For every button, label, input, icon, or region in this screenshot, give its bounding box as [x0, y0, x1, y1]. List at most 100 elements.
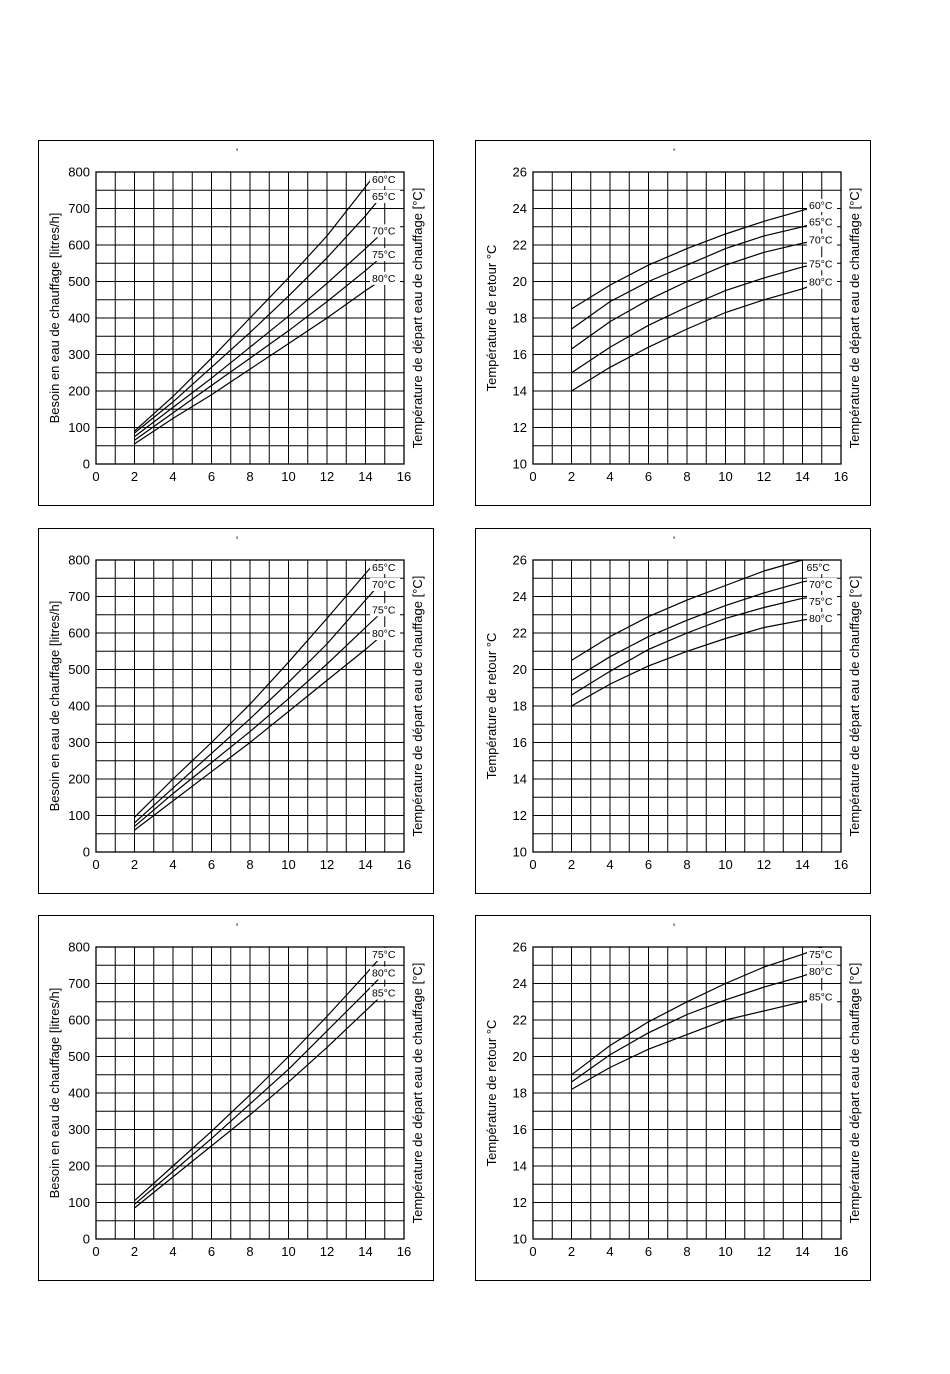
series-label-2: 65°C	[372, 191, 396, 203]
y-tick-label: 10	[513, 457, 527, 472]
x-tick-label: 16	[397, 469, 411, 484]
y-axis-label: Température de retour °C	[484, 1020, 499, 1167]
y-tick-label: 600	[68, 1013, 90, 1028]
series-line-3	[571, 238, 822, 350]
y-tick-label: 18	[513, 1086, 527, 1101]
series-label-bg	[804, 561, 835, 574]
x-tick-label: 2	[131, 1244, 138, 1259]
series-group	[571, 204, 823, 392]
y2-axis-label: Température de départ eau de chauffage […	[410, 188, 425, 449]
x-tick-label: 2	[131, 469, 138, 484]
y-tick-label: 500	[68, 662, 90, 677]
y2-axis-label: Température de départ eau de chauffage […	[847, 963, 862, 1224]
series-label-bg	[807, 612, 837, 625]
series-label-2: 70°C	[372, 579, 396, 591]
series-label-3: 70°C	[372, 225, 396, 237]
y-tick-label: 700	[68, 201, 90, 216]
y-tick-label: 26	[513, 940, 527, 955]
y-tick-label: 400	[68, 1086, 90, 1101]
y-tick-label: 16	[513, 347, 527, 362]
y-tick-label: 14	[513, 772, 527, 787]
y-tick-label: 24	[513, 201, 527, 216]
chart-svg-4: '0 2 4 6 8 10 12 14 16101214161820222426Températ…	[484, 535, 862, 872]
y-tick-label: 400	[68, 699, 90, 714]
y-tick-label: 100	[68, 1195, 90, 1210]
series-line-2	[134, 577, 386, 824]
grid	[95, 559, 405, 853]
series-label-3: 75°C	[809, 596, 833, 608]
chart-svg-2: '0 2 4 6 8 10 12 14 16101214161820222426Températ…	[484, 147, 862, 484]
x-tick-label: 0	[92, 469, 99, 484]
y-tick-label: 200	[68, 384, 90, 399]
y-tick-label: 300	[68, 1122, 90, 1137]
y-tick-label: 26	[513, 553, 527, 568]
y-tick-label: 26	[513, 165, 527, 180]
series-label-bg	[807, 578, 837, 591]
x-tick-label: 0	[529, 857, 536, 872]
series-label-bg	[807, 595, 837, 608]
y2-axis-label: Température de départ eau de chauffage […	[847, 576, 862, 837]
chart-panel-1: ' 0 2 4 6 8 10 12 14 16 0 100 200 300 400 500 600 700 800 B…	[38, 140, 434, 506]
x-tick-label: 4	[169, 469, 176, 484]
chart-svg-5: ' 0 2 4 6 8 10 12 14 16 0 100 200 300 400 500 600 700 800 B…	[47, 922, 425, 1259]
series-label-bg	[370, 190, 400, 203]
y-tick-label: 22	[513, 626, 527, 641]
x-tick-label: 10	[718, 469, 732, 484]
y-tick-label: 18	[513, 311, 527, 326]
chart-mark: '	[236, 147, 238, 159]
x-tick-label: 8	[246, 1244, 253, 1259]
y-tick-label: 22	[513, 238, 527, 253]
y-tick-label: 20	[513, 1049, 527, 1064]
chart-mark: '	[673, 147, 675, 159]
y-tick-label: 0	[83, 845, 90, 860]
y-tick-label: 800	[68, 165, 90, 180]
series-label-bg	[370, 561, 400, 574]
series-label-bg	[807, 275, 837, 289]
x-tick-label: 12	[757, 1244, 771, 1259]
y2-axis-label: Température de départ eau de chauffage […	[410, 963, 425, 1224]
series-label-bg	[370, 578, 400, 591]
x-tick-label: 12	[320, 469, 334, 484]
series-label-bg	[370, 603, 400, 617]
chart-mark: '	[673, 535, 675, 547]
x-tick-label: 14	[795, 857, 809, 872]
series-line-2	[571, 577, 822, 682]
y-tick-label: 800	[68, 553, 90, 568]
x-tick-label: 8	[683, 1244, 690, 1259]
x-tick-label: 4	[169, 857, 176, 872]
series-line-1	[134, 559, 378, 818]
x-tick-label: 2	[131, 857, 138, 872]
y-tick-label: 200	[68, 1159, 90, 1174]
series-line-1	[571, 204, 822, 310]
series-label-3: 70°C	[809, 235, 833, 247]
y-tick-label: 22	[513, 1013, 527, 1028]
x-tick-label: 4	[606, 1244, 613, 1259]
series-label-4: 75°C	[809, 258, 833, 270]
y-tick-label: 20	[513, 662, 527, 677]
chart-panel-5: ' 0 2 4 6 8 10 12 14 16 0 100 200 300 400 500 600 700 800 B…	[38, 915, 434, 1281]
x-tick-label: 16	[397, 857, 411, 872]
x-tick-label: 2	[568, 857, 575, 872]
y-tick-label: 200	[68, 772, 90, 787]
y-tick-label: 18	[513, 699, 527, 714]
series-label-bg	[807, 965, 837, 978]
y-axis-label: Besoin en eau de chauffage [litres/h]	[47, 601, 62, 812]
x-tick-label: 0	[529, 469, 536, 484]
x-tick-label: 0	[529, 1244, 536, 1259]
x-tick-label: 8	[683, 857, 690, 872]
plot-frame	[532, 171, 842, 465]
series-label-bg	[807, 257, 837, 271]
x-tick-label: 6	[645, 469, 652, 484]
y-tick-label: 100	[68, 808, 90, 823]
chart-panel-2: ' 0 2 4 6 8 10 12 14 16 10 12 14 16 18 20 22 24 26 Températ…	[475, 140, 871, 506]
y-axis-label: Température de retour °C	[484, 245, 499, 392]
chart-panel-4: ' 0 2 4 6 8 10 12 14 16 10 12 14 16 18 20 22 24 26 Températ…	[475, 528, 871, 894]
series-label-bg	[370, 224, 400, 238]
x-tick-label: 4	[606, 469, 613, 484]
series-label-bg	[370, 986, 400, 1000]
series-group	[134, 559, 386, 831]
plot-frame	[532, 559, 842, 853]
chart-svg-3: ' 0 2 4 6 8 10 12 14 16 0 100 200 300 400 500 600 700 800 B…	[47, 535, 425, 872]
x-tick-label: 14	[795, 469, 809, 484]
x-tick-label: 16	[397, 1244, 411, 1259]
